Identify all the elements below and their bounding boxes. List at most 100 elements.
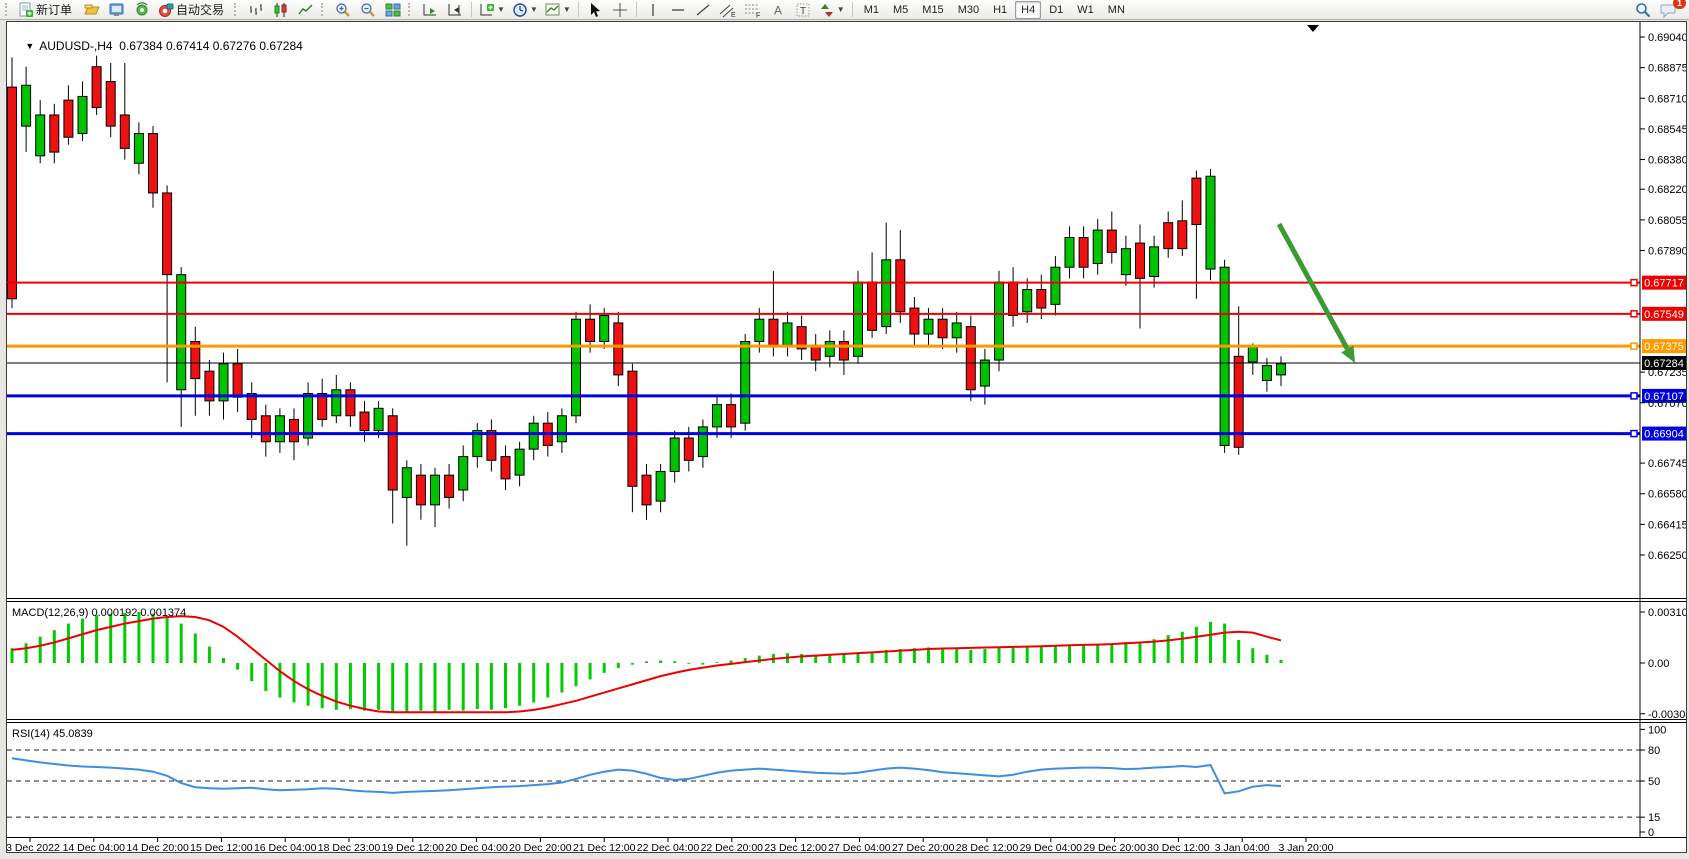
vertical-line-button[interactable] — [641, 0, 665, 20]
candle-body — [965, 326, 976, 391]
horizontal-line-button[interactable] — [666, 0, 690, 20]
auto-scroll-button[interactable] — [418, 0, 442, 20]
equidistant-channel-button[interactable]: E — [716, 0, 740, 20]
timeframe-W1[interactable]: W1 — [1077, 3, 1094, 16]
autotrading-button[interactable]: 自动交易 — [155, 0, 231, 20]
chart-canvas[interactable]: 0.67717 0.67549 0.67375 0.67107 0.66904 0.672… — [0, 22, 1689, 854]
candle-body — [712, 404, 722, 428]
hline-anchor-marker[interactable] — [1630, 342, 1638, 350]
toolbar-grip — [5, 3, 11, 16]
timeframe-H4[interactable]: H4 — [1015, 0, 1042, 19]
text-button[interactable]: A — [766, 0, 790, 20]
arrows-button[interactable]: ▼ — [816, 0, 848, 20]
search-button[interactable] — [1631, 0, 1655, 20]
chat-unread-badge: 1 — [1672, 0, 1686, 9]
charts-profile-button[interactable] — [80, 0, 104, 20]
rsi-scale-label: 50 — [1648, 776, 1660, 788]
candlestick-chart-icon — [274, 2, 287, 17]
candle-body — [1177, 220, 1188, 250]
candle-body — [627, 370, 638, 487]
candle-body — [613, 322, 624, 376]
candle-body — [838, 340, 849, 361]
candle-body — [1078, 237, 1089, 268]
search-icon — [1636, 2, 1651, 17]
candle-body — [190, 340, 201, 380]
toolbar-separator — [635, 2, 637, 17]
period-button[interactable]: ▼ — [509, 0, 541, 20]
candle-body — [514, 448, 525, 476]
horizontal-line-icon — [671, 8, 684, 11]
add-indicator-button[interactable]: ▼ — [476, 0, 508, 20]
chat-button[interactable]: 1 — [1656, 0, 1686, 20]
candle-body — [1106, 229, 1117, 253]
timeframe-M15[interactable]: M15 — [922, 3, 944, 16]
svg-text:E: E — [731, 12, 736, 18]
symbol-dropdown-icon[interactable]: ▼ — [25, 41, 35, 51]
hline-anchor-marker[interactable] — [1630, 278, 1638, 287]
candle-body — [895, 259, 906, 313]
trend-arrow[interactable] — [1276, 222, 1350, 351]
candlestick-chart-button[interactable] — [269, 0, 293, 20]
text-label-button[interactable]: T — [791, 0, 815, 20]
template-button[interactable]: ▼ — [542, 0, 574, 20]
trendline-button[interactable] — [691, 0, 715, 20]
fibonacci-button[interactable]: F — [741, 0, 765, 20]
hline-anchor-marker[interactable] — [1630, 392, 1638, 400]
line-chart-button[interactable] — [294, 0, 318, 20]
market-watch-button[interactable] — [105, 0, 129, 20]
new-order-button[interactable]: 新订单 — [15, 0, 79, 20]
new-order-icon — [19, 2, 33, 17]
chart-shift-marker[interactable] — [1307, 25, 1319, 32]
signals-button[interactable] — [130, 0, 154, 20]
candle-body — [105, 81, 116, 127]
text-icon: A — [774, 3, 782, 17]
time-tick-label: 30 Dec 12:00 — [1147, 842, 1210, 852]
timeframe-M30[interactable]: M30 — [957, 3, 980, 16]
candle-body — [796, 326, 807, 350]
candle-body — [430, 474, 440, 506]
candle-body — [317, 392, 328, 420]
macd-signal-line — [11, 615, 1282, 714]
zoom-in-button[interactable] — [331, 0, 355, 20]
chart-window[interactable]: ▼ AUDUSD-,H4 0.67384 0.67414 0.67276 0.67… — [0, 21, 1689, 854]
trendline-icon — [696, 4, 710, 15]
price-tick-label: 0.68220 — [1648, 184, 1686, 196]
timeframe-MN[interactable]: MN — [1107, 3, 1125, 16]
time-tick-label: 20 Dec 04:00 — [445, 842, 508, 852]
price-tick-label: 0.66745 — [1648, 458, 1686, 470]
candle-body — [1120, 248, 1131, 276]
price-tick-label: 0.68055 — [1648, 215, 1686, 227]
chevron-down-icon: ▼ — [562, 5, 571, 14]
price-tick-label: 0.68380 — [1648, 155, 1686, 167]
time-tick-label: 13 Dec 2022 — [7, 842, 60, 852]
tile-windows-button[interactable] — [381, 0, 405, 20]
price-tick-label: 0.67070 — [1648, 398, 1686, 410]
time-tick-label: 22 Dec 20:00 — [701, 842, 764, 852]
timeframe-M1[interactable]: M1 — [863, 3, 879, 16]
timeframe-H1[interactable]: H1 — [993, 3, 1008, 16]
hline-anchor-marker[interactable] — [1630, 310, 1638, 318]
timeframe-D1[interactable]: D1 — [1049, 3, 1064, 16]
chart-shift-button[interactable] — [443, 0, 467, 20]
signals-icon — [136, 1, 148, 15]
timeframe-M5[interactable]: M5 — [893, 3, 909, 16]
price-tick-label: 0.66415 — [1648, 519, 1686, 531]
hline-anchor-marker[interactable] — [1630, 429, 1638, 438]
trend-arrow-head[interactable] — [1341, 345, 1355, 363]
candle-body — [303, 392, 314, 439]
bar-chart-button[interactable] — [244, 0, 268, 20]
charts-icon — [84, 4, 100, 14]
price-badge-text: 0.66904 — [1644, 429, 1684, 441]
toolbar-grip — [408, 3, 414, 16]
zoom-out-icon — [361, 2, 375, 17]
time-tick-label: 14 Dec 04:00 — [63, 842, 126, 852]
svg-text:F: F — [756, 12, 760, 18]
price-badge-text: 0.67107 — [1644, 391, 1684, 403]
crosshair-button[interactable] — [608, 0, 632, 20]
candle-body — [1050, 266, 1061, 305]
zoom-out-button[interactable] — [356, 0, 380, 20]
equidistant-channel-icon: E — [719, 4, 736, 18]
candle-body — [768, 318, 779, 346]
cursor-button[interactable] — [583, 0, 607, 20]
svg-text:A: A — [774, 3, 782, 17]
